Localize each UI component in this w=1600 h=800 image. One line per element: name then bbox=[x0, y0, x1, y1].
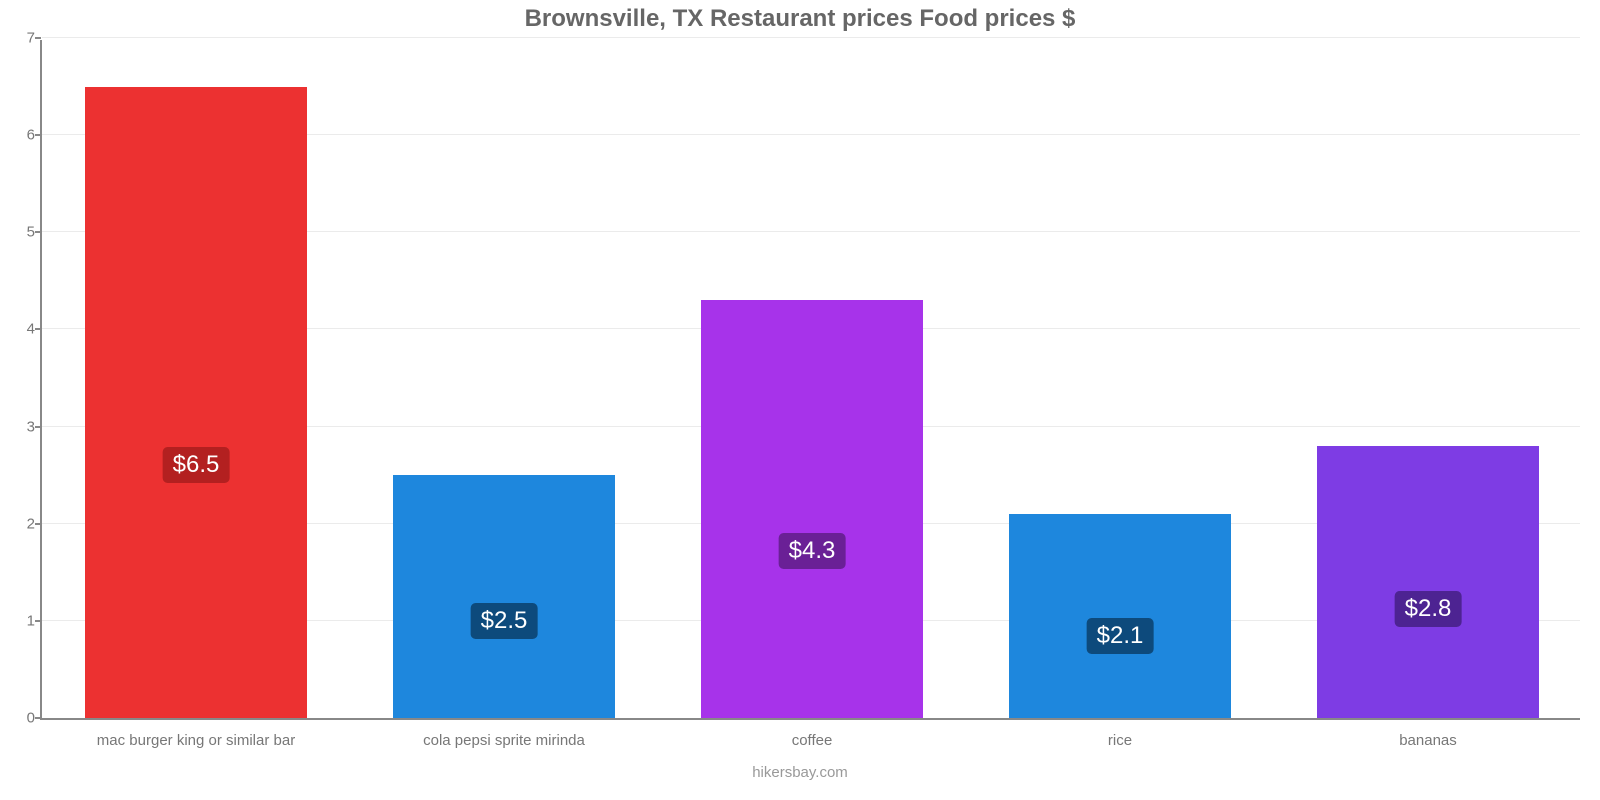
value-badge: $2.5 bbox=[471, 603, 538, 639]
x-axis-label: cola pepsi sprite mirinda bbox=[423, 732, 585, 749]
bar: $4.3 bbox=[701, 300, 923, 718]
y-tick-mark bbox=[35, 523, 41, 525]
y-tick-label: 3 bbox=[7, 418, 35, 435]
y-tick-mark bbox=[35, 37, 41, 39]
plot-area: 01234567$6.5mac burger king or similar b… bbox=[40, 40, 1580, 720]
x-axis-label: rice bbox=[1108, 732, 1132, 749]
price-chart: Brownsville, TX Restaurant prices Food p… bbox=[0, 0, 1600, 800]
y-tick-mark bbox=[35, 426, 41, 428]
grid-line bbox=[42, 37, 1580, 38]
y-tick-label: 5 bbox=[7, 224, 35, 241]
y-tick-mark bbox=[35, 620, 41, 622]
y-tick-mark bbox=[35, 717, 41, 719]
x-axis-label: coffee bbox=[792, 732, 833, 749]
value-badge: $2.8 bbox=[1395, 591, 1462, 627]
value-badge: $4.3 bbox=[779, 533, 846, 569]
y-tick-label: 1 bbox=[7, 612, 35, 629]
bar: $2.8 bbox=[1317, 446, 1539, 718]
bar: $2.5 bbox=[393, 475, 615, 718]
y-tick-label: 6 bbox=[7, 127, 35, 144]
y-tick-label: 7 bbox=[7, 30, 35, 47]
bar: $2.1 bbox=[1009, 514, 1231, 718]
x-axis-label: mac burger king or similar bar bbox=[97, 732, 295, 749]
y-tick-mark bbox=[35, 231, 41, 233]
y-tick-label: 0 bbox=[7, 710, 35, 727]
chart-footer: hikersbay.com bbox=[0, 764, 1600, 781]
value-badge: $6.5 bbox=[163, 447, 230, 483]
y-tick-label: 4 bbox=[7, 321, 35, 338]
bar: $6.5 bbox=[85, 87, 307, 718]
y-tick-label: 2 bbox=[7, 515, 35, 532]
chart-title: Brownsville, TX Restaurant prices Food p… bbox=[0, 5, 1600, 33]
value-badge: $2.1 bbox=[1087, 618, 1154, 654]
y-tick-mark bbox=[35, 328, 41, 330]
y-tick-mark bbox=[35, 134, 41, 136]
x-axis-label: bananas bbox=[1399, 732, 1457, 749]
